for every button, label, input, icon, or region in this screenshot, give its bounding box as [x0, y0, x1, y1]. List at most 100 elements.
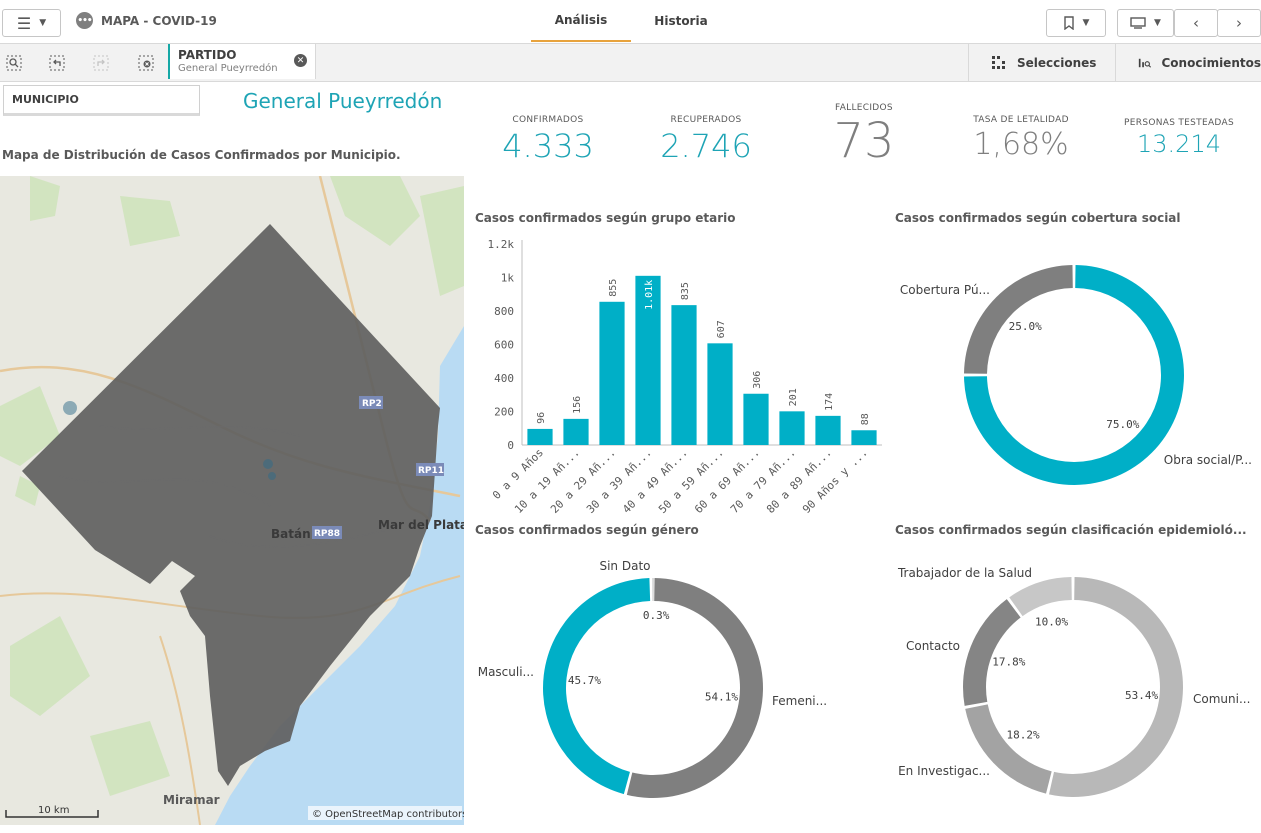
- conocimientos-label: Conocimientos: [1161, 55, 1261, 70]
- slice-category-label: Obra social/P...: [1164, 453, 1252, 467]
- age-chart-title: Casos confirmados según grupo etario: [475, 211, 736, 225]
- x-tick-label: 90 Años y ...: [800, 446, 870, 515]
- slice-percent-label: 75.0%: [1106, 418, 1139, 431]
- menu-button[interactable]: ☰ ▼: [2, 9, 61, 37]
- gender-donut-chart[interactable]: 54.1% Femeni... 45.7% Masculi... 0.3% Sin Dat…: [470, 550, 885, 825]
- epi-donut-chart[interactable]: 53.4% Comuni... 18.2% En Investigac... 17.8%…: [890, 550, 1261, 825]
- x-tick-label: 20 a 29 Añ...: [548, 446, 618, 515]
- epi-chart-title: Casos confirmados según clasificación ep…: [895, 523, 1247, 537]
- selecciones-button[interactable]: Selecciones: [968, 44, 1113, 81]
- kpi-label: FALLECIDOS: [835, 103, 893, 113]
- kpi-label: TASA DE LETALIDAD: [973, 115, 1069, 125]
- bar-data-label: 855: [608, 279, 619, 297]
- donut-slice: [626, 578, 763, 798]
- slice-percent-label: 54.1%: [705, 691, 738, 704]
- kpi-value: 4.333: [502, 127, 594, 165]
- step-forward-button[interactable]: [91, 53, 111, 73]
- caret-down-icon: ▼: [39, 18, 47, 28]
- bookmark-button[interactable]: ▼: [1046, 9, 1106, 37]
- x-tick-label: 60 a 69 Añ...: [692, 446, 762, 515]
- coverage-chart-title: Casos confirmados según cobertura social: [895, 211, 1181, 225]
- y-tick-label: 1.2k: [488, 238, 515, 251]
- smart-search-button[interactable]: [4, 53, 24, 73]
- y-tick-label: 400: [494, 372, 514, 385]
- bar: [815, 415, 841, 445]
- bar: [563, 418, 589, 445]
- conocimientos-button[interactable]: Conocimientos: [1115, 44, 1261, 81]
- bar-data-label: 201: [788, 388, 799, 406]
- chip-field-value: General Pueyrredón: [178, 63, 278, 74]
- bar: [671, 305, 697, 445]
- slice-percent-label: 53.4%: [1125, 689, 1158, 702]
- bar: [599, 301, 625, 445]
- next-sheet-button[interactable]: ›: [1217, 9, 1261, 37]
- clear-selections-button[interactable]: [136, 53, 156, 73]
- clear-chip-icon[interactable]: ✕: [294, 54, 307, 67]
- coverage-donut-chart[interactable]: 75.0% Obra social/P... 25.0% Cobertura Pú..…: [890, 240, 1261, 510]
- map-view[interactable]: RP2 RP11 RP88 Mar del Plata Batán Mirama…: [0, 176, 464, 825]
- map-canvas: RP2 RP11 RP88 Mar del Plata Batán Mirama…: [0, 176, 464, 825]
- bookmark-icon: [1063, 16, 1074, 30]
- y-tick-label: 600: [494, 339, 514, 352]
- chip-field-name: PARTIDO: [178, 48, 237, 62]
- tab-analisis[interactable]: Análisis: [531, 0, 631, 42]
- x-tick-label: 70 a 79 Añ...: [728, 446, 798, 515]
- search-selection-icon: [6, 55, 22, 71]
- selection-chip-partido[interactable]: PARTIDO General Pueyrredón ✕: [168, 44, 316, 79]
- bar-data-label: 1.01k: [644, 280, 655, 310]
- step-back-icon: [49, 55, 65, 71]
- slice-category-label: Contacto: [906, 639, 960, 653]
- map-scale-label: 10 km: [38, 805, 69, 816]
- y-tick-label: 1k: [501, 272, 515, 285]
- x-tick-label: 40 a 49 Añ...: [620, 446, 690, 515]
- donut-slice: [963, 599, 1021, 706]
- selecciones-label: Selecciones: [1017, 55, 1097, 70]
- y-tick-label: 200: [494, 406, 514, 419]
- donut-slice: [1049, 577, 1183, 797]
- kpi-confirmados: CONFIRMADOS 4.333: [488, 115, 608, 165]
- previous-sheet-button[interactable]: ‹: [1174, 9, 1218, 37]
- kpi-value: 73: [833, 113, 895, 169]
- step-back-button[interactable]: [47, 53, 67, 73]
- step-forward-icon: [93, 55, 109, 71]
- map-attribution: © OpenStreetMap contributors: [312, 809, 464, 820]
- bar-data-label: 96: [536, 412, 547, 424]
- clear-selections-icon: [138, 55, 154, 71]
- bar: [707, 343, 733, 445]
- screen-icon: [1130, 17, 1146, 29]
- kpi-value: 2.746: [660, 127, 752, 165]
- caret-down-icon: ▼: [1082, 18, 1090, 28]
- donut-slice: [1009, 577, 1072, 617]
- route-shield-rp11: RP11: [418, 466, 444, 476]
- grid-icon: [992, 55, 1005, 69]
- top-toolbar: ☰ ▼ ••• MAPA - COVID-19 Análisis Histori…: [0, 0, 1261, 44]
- slice-category-label: Comuni...: [1193, 692, 1250, 706]
- bar-data-label: 88: [860, 413, 871, 425]
- donut-slice: [652, 578, 654, 602]
- slice-category-label: Trabajador de la Salud: [897, 566, 1032, 580]
- x-tick-label: 30 a 39 Añ...: [584, 446, 654, 515]
- tab-historia-label: Historia: [654, 14, 708, 28]
- slice-percent-label: 45.7%: [568, 674, 601, 687]
- tab-historia[interactable]: Historia: [640, 0, 722, 42]
- bar-data-label: 607: [716, 320, 727, 338]
- slice-category-label: Cobertura Pú...: [900, 283, 990, 297]
- insights-icon: [1138, 58, 1152, 68]
- donut-slice: [965, 704, 1052, 794]
- y-tick-label: 0: [507, 439, 514, 452]
- slice-category-label: Masculi...: [478, 665, 534, 679]
- x-tick-label: 10 a 19 Añ...: [512, 446, 582, 515]
- chevron-right-icon: ›: [1236, 14, 1242, 32]
- selected-municipality: General Pueyrredón: [243, 89, 443, 113]
- kpi-label: RECUPERADOS: [670, 115, 742, 125]
- present-button[interactable]: ▼: [1117, 9, 1174, 37]
- municipio-filter[interactable]: MUNICIPIO: [3, 85, 200, 116]
- donut-slice: [543, 578, 651, 795]
- kpi-fallecidos: FALLECIDOS 73: [804, 103, 924, 169]
- chevron-left-icon: ‹: [1193, 14, 1199, 32]
- kpi-recuperados: RECUPERADOS 2.746: [646, 115, 766, 165]
- bar-data-label: 306: [752, 371, 763, 389]
- bar: [635, 275, 661, 445]
- kpi-personas-testeadas: PERSONAS TESTEADAS 13.214: [1116, 118, 1242, 158]
